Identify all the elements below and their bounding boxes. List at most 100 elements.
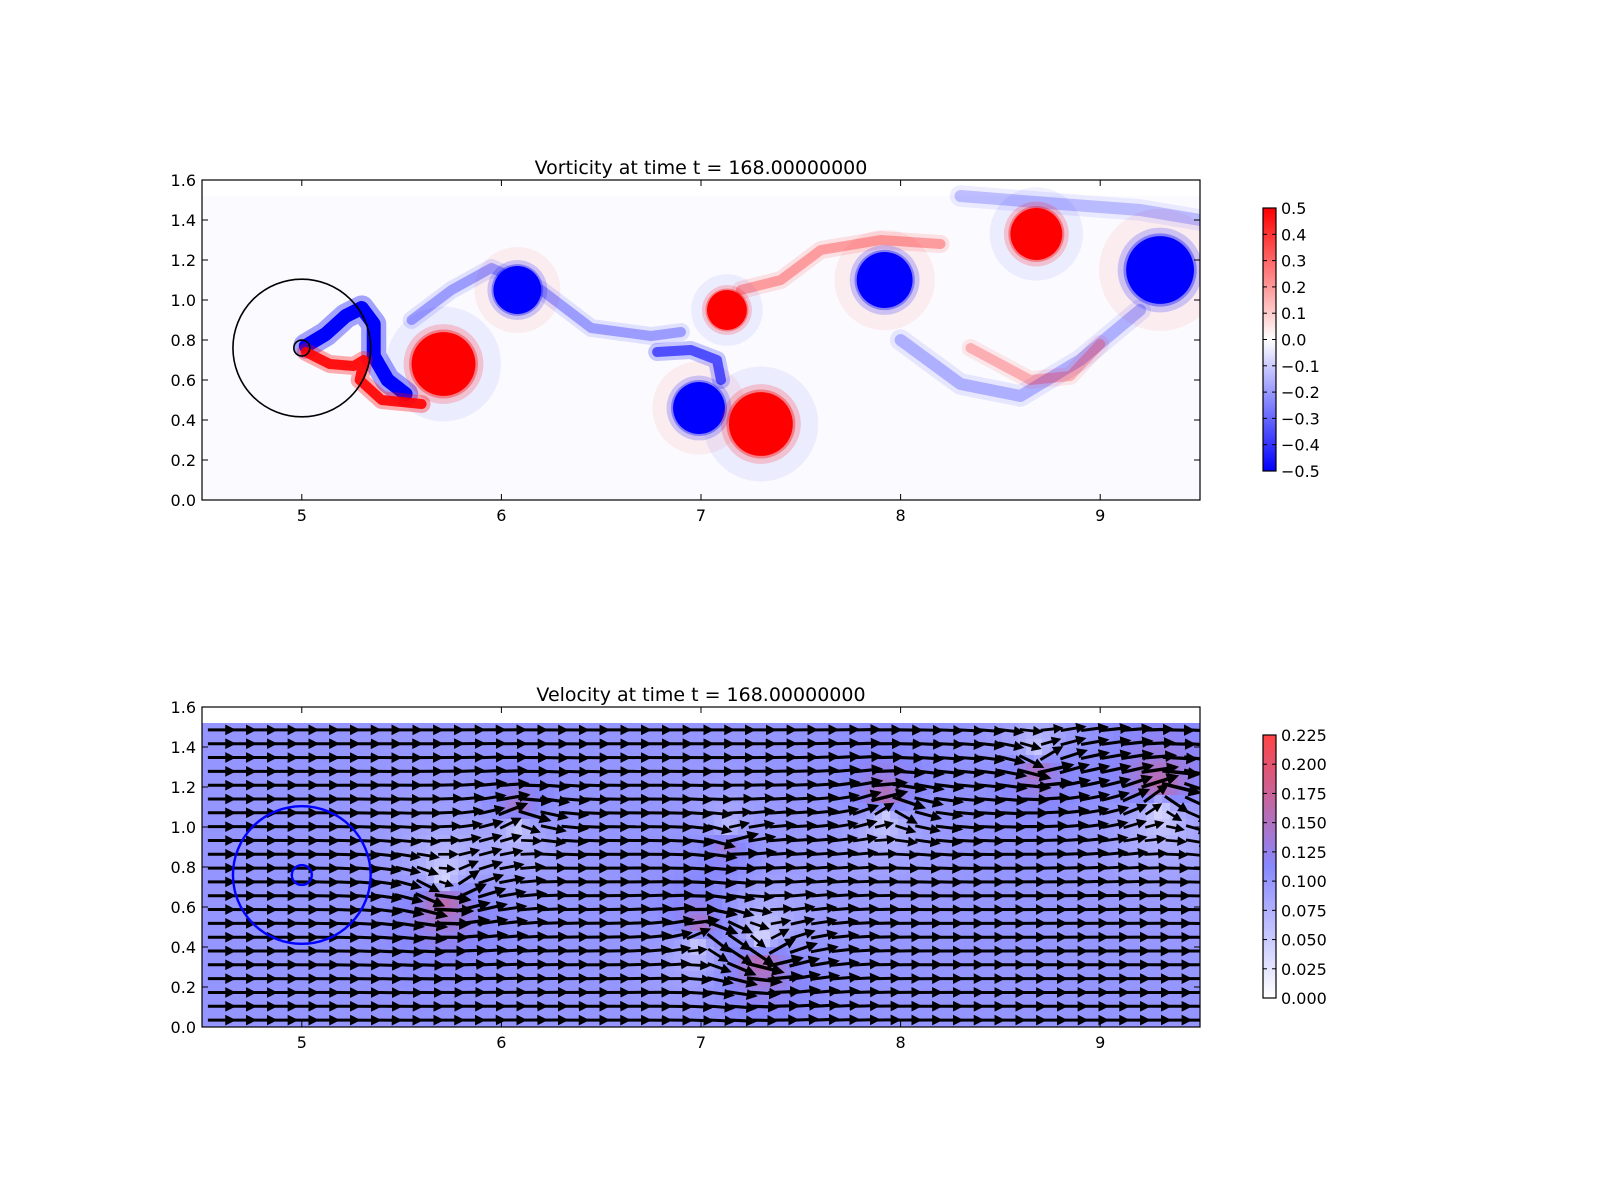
speed-cell bbox=[1146, 883, 1155, 892]
speed-cell bbox=[850, 995, 859, 1004]
speed-cell bbox=[1050, 787, 1059, 796]
speed-cell bbox=[434, 747, 443, 756]
speed-cell bbox=[266, 1011, 275, 1020]
speed-cell bbox=[394, 899, 403, 908]
speed-cell bbox=[338, 899, 347, 908]
speed-cell bbox=[298, 747, 307, 756]
speed-cell bbox=[746, 899, 755, 908]
speed-cell bbox=[570, 859, 579, 868]
speed-cell bbox=[914, 747, 923, 756]
speed-cell bbox=[378, 747, 387, 756]
speed-cell bbox=[834, 939, 843, 948]
speed-cell bbox=[946, 995, 955, 1004]
x-tick-label: 5 bbox=[297, 506, 307, 525]
speed-cell bbox=[706, 747, 715, 756]
speed-cell bbox=[754, 899, 763, 908]
speed-cell bbox=[634, 747, 643, 756]
speed-cell bbox=[1050, 843, 1059, 852]
speed-cell bbox=[394, 955, 403, 964]
speed-cell bbox=[1058, 803, 1067, 812]
speed-cell bbox=[346, 843, 355, 852]
speed-cell bbox=[858, 827, 867, 836]
vortex-core bbox=[673, 382, 725, 434]
colorbar-tick-label: 0.5 bbox=[1281, 199, 1306, 218]
speed-cell bbox=[1042, 995, 1051, 1004]
speed-cell bbox=[882, 939, 891, 948]
speed-cell bbox=[810, 843, 819, 852]
speed-cell bbox=[394, 827, 403, 836]
speed-cell bbox=[786, 899, 795, 908]
speed-cell bbox=[802, 731, 811, 740]
speed-cell bbox=[938, 803, 947, 812]
speed-cell bbox=[1170, 899, 1179, 908]
speed-cell bbox=[378, 995, 387, 1004]
speed-cell bbox=[1194, 995, 1203, 1004]
y-tick-label: 0.0 bbox=[171, 491, 196, 510]
speed-cell bbox=[314, 955, 323, 964]
speed-cell bbox=[682, 1011, 691, 1020]
speed-cell bbox=[1114, 899, 1123, 908]
speed-cell bbox=[466, 979, 475, 988]
speed-cell bbox=[834, 731, 843, 740]
velocity-arrow bbox=[790, 1005, 812, 1006]
speed-cell bbox=[1090, 731, 1099, 740]
speed-cell bbox=[754, 747, 763, 756]
speed-cell bbox=[738, 731, 747, 740]
speed-cell bbox=[842, 995, 851, 1004]
speed-cell bbox=[490, 923, 499, 932]
speed-cell bbox=[1154, 771, 1163, 780]
speed-cell bbox=[306, 955, 315, 964]
speed-cell bbox=[610, 803, 619, 812]
speed-cell bbox=[1138, 955, 1147, 964]
speed-cell bbox=[474, 979, 483, 988]
speed-cell bbox=[250, 883, 259, 892]
speed-cell bbox=[218, 883, 227, 892]
speed-cell bbox=[458, 1011, 467, 1020]
speed-cell bbox=[866, 731, 875, 740]
speed-cell bbox=[1010, 995, 1019, 1004]
speed-cell bbox=[498, 955, 507, 964]
speed-cell bbox=[242, 979, 251, 988]
speed-cell bbox=[954, 899, 963, 908]
speed-cell bbox=[1082, 979, 1091, 988]
speed-cell bbox=[498, 731, 507, 740]
speed-cell bbox=[778, 1011, 787, 1020]
speed-cell bbox=[802, 883, 811, 892]
speed-cell bbox=[946, 763, 955, 772]
speed-cell bbox=[554, 819, 563, 828]
speed-cell bbox=[354, 883, 363, 892]
speed-cell bbox=[810, 859, 819, 868]
speed-cell bbox=[1042, 827, 1051, 836]
speed-cell bbox=[858, 939, 867, 948]
speed-cell bbox=[578, 803, 587, 812]
speed-cell bbox=[698, 843, 707, 852]
speed-cell bbox=[826, 747, 835, 756]
speed-cell bbox=[1058, 787, 1067, 796]
speed-cell bbox=[834, 803, 843, 812]
speed-cell bbox=[234, 747, 243, 756]
speed-cell bbox=[218, 899, 227, 908]
speed-cell bbox=[1018, 1011, 1027, 1020]
speed-cell bbox=[1066, 787, 1075, 796]
speed-cell bbox=[554, 731, 563, 740]
speed-cell bbox=[994, 803, 1003, 812]
speed-cell bbox=[1130, 843, 1139, 852]
speed-cell bbox=[1074, 787, 1083, 796]
speed-cell bbox=[530, 787, 539, 796]
speed-cell bbox=[642, 731, 651, 740]
speed-cell bbox=[330, 899, 339, 908]
speed-cell bbox=[290, 995, 299, 1004]
speed-cell bbox=[1194, 843, 1203, 852]
speed-cell bbox=[906, 939, 915, 948]
speed-cell bbox=[386, 915, 395, 924]
speed-cell bbox=[458, 979, 467, 988]
speed-cell bbox=[874, 955, 883, 964]
speed-cell bbox=[602, 827, 611, 836]
speed-cell bbox=[810, 1011, 819, 1020]
speed-cell bbox=[786, 787, 795, 796]
speed-cell bbox=[530, 939, 539, 948]
velocity-arrow bbox=[727, 1020, 748, 1021]
speed-cell bbox=[794, 731, 803, 740]
speed-cell bbox=[778, 923, 787, 932]
speed-cell bbox=[290, 979, 299, 988]
